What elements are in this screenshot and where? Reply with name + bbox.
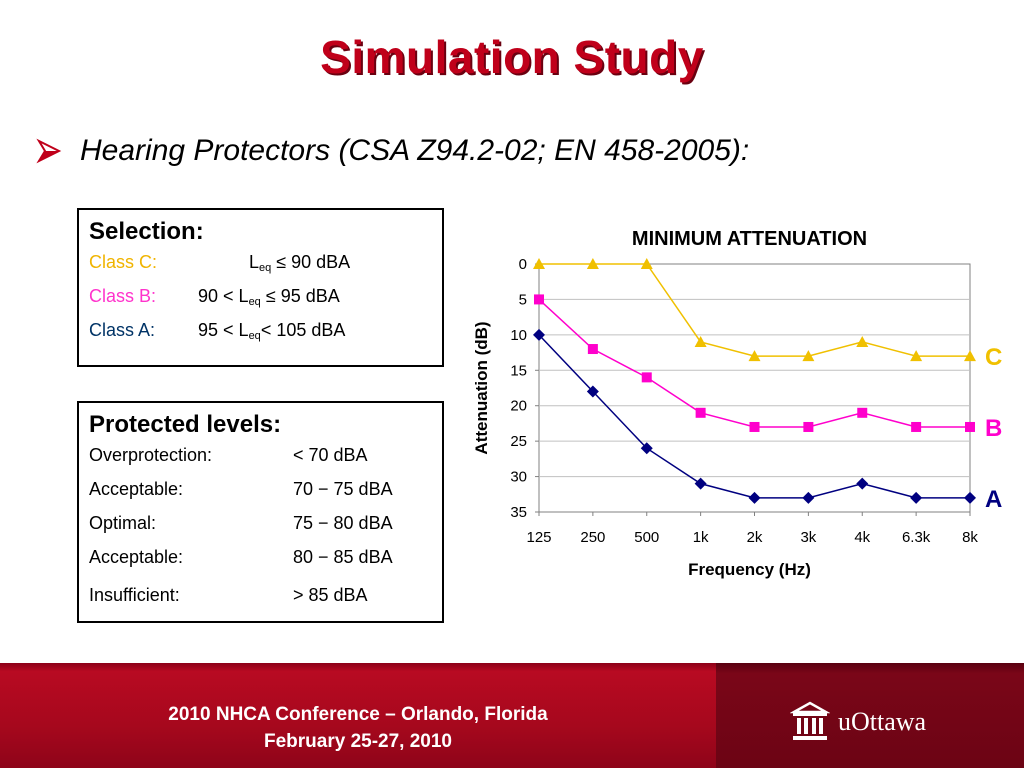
conference-name: 2010 NHCA Conference – Orlando, Florida [168, 704, 548, 725]
data-point [911, 421, 922, 432]
level-label: Insufficient: [89, 585, 180, 605]
logo-text: uOttawa [838, 707, 927, 736]
y-tick-label: 15 [510, 362, 527, 379]
x-tick-label: 4k [854, 529, 870, 546]
class-b-label: Class B: [89, 286, 157, 306]
y-tick-label: 5 [519, 291, 527, 308]
data-point [802, 350, 815, 362]
selection-title: Selection: [89, 218, 204, 245]
footer-text: 2010 NHCA Conference – Orlando, Florida … [0, 701, 716, 755]
data-point [586, 385, 599, 398]
data-point [641, 372, 652, 383]
class-b-row: Class B: 90 < Leq ≤ 95 dBA [89, 286, 432, 320]
data-point [803, 421, 814, 432]
class-c-condition: Leq ≤ 90 dBA [249, 252, 351, 274]
data-point [640, 258, 653, 269]
data-point [964, 491, 976, 504]
x-tick-label: 8k [962, 529, 978, 546]
level-label: Overprotection: [89, 445, 213, 465]
class-a-row: Class A: 95 < Leq< 105 dBA [89, 320, 432, 354]
footer-main [0, 663, 716, 768]
class-c-label: Class C: [89, 252, 158, 272]
x-tick-label: 125 [526, 529, 551, 546]
data-point [533, 258, 545, 269]
data-point [910, 491, 923, 504]
data-point [965, 421, 975, 432]
class-a-label: Class A: [89, 320, 156, 340]
data-point [856, 335, 869, 347]
data-point [964, 350, 976, 362]
x-tick-label: 1k [693, 529, 709, 546]
series-label: B [985, 415, 1002, 442]
y-tick-label: 25 [510, 433, 527, 450]
arrow-bullet-icon [36, 138, 62, 164]
level-value: < 70 dBA [293, 445, 368, 465]
data-point [695, 407, 706, 418]
level-value: 70 − 75 dBA [293, 479, 393, 499]
plot-area [538, 263, 971, 513]
y-tick-label: 0 [519, 256, 527, 273]
level-row: Optimal: 75 − 80 dBA [89, 513, 432, 547]
protected-levels-title: Protected levels: [89, 411, 282, 438]
level-label: Acceptable: [89, 479, 184, 499]
class-c-row: Class C: Leq ≤ 90 dBA [89, 252, 432, 286]
bullet-point: Hearing Protectors (CSA Z94.2-02; EN 458… [36, 134, 749, 168]
series-label: A [985, 486, 1002, 513]
data-point [640, 442, 653, 455]
level-label: Optimal: [89, 513, 157, 533]
level-row: Insufficient: > 85 dBA [89, 585, 432, 619]
level-value: > 85 dBA [293, 585, 368, 605]
data-point [694, 477, 707, 490]
y-axis-label: Attenuation (dB) [472, 321, 491, 454]
footer-bar: 2010 NHCA Conference – Orlando, Florida … [0, 663, 1024, 768]
y-tick-label: 30 [510, 469, 527, 486]
x-axis-label: Frequency (Hz) [688, 560, 811, 579]
data-point [910, 350, 923, 362]
y-tick-label: 10 [510, 327, 527, 344]
x-tick-label: 250 [580, 529, 605, 546]
x-tick-label: 3k [800, 529, 816, 546]
protected-levels-box: Protected levels: Overprotection: < 70 d… [77, 401, 444, 623]
data-point [856, 477, 869, 490]
attenuation-chart: MINIMUM ATTENUATION 0 5 10 15 20 25 30 35 125 250 5… [472, 228, 1002, 579]
data-point [749, 421, 760, 432]
data-point [586, 258, 599, 269]
x-tick-label: 500 [634, 529, 659, 546]
data-point [587, 344, 598, 355]
chart-title: MINIMUM ATTENUATION [632, 228, 867, 250]
level-row: Overprotection: < 70 dBA [89, 445, 432, 479]
level-label: Acceptable: [89, 547, 184, 567]
x-tick-label: 6.3k [902, 529, 931, 546]
footer-logo-panel [716, 663, 1024, 768]
conference-dates: February 25-27, 2010 [263, 731, 452, 752]
bullet-text: Hearing Protectors (CSA Z94.2-02; EN 458… [80, 134, 750, 167]
data-point [694, 335, 707, 347]
data-point [857, 407, 868, 418]
y-tick-label: 20 [510, 398, 527, 415]
uottawa-logo: uOttawa [790, 700, 926, 744]
data-point [748, 350, 761, 362]
data-point [533, 328, 545, 341]
level-value: 80 − 85 dBA [293, 547, 393, 567]
data-point [802, 491, 815, 504]
data-point [534, 294, 544, 305]
class-b-condition: 90 < Leq ≤ 95 dBA [198, 286, 340, 308]
selection-box: Selection: Class C: Leq ≤ 90 dBA Class B… [77, 208, 444, 367]
series-label: C [985, 344, 1002, 371]
data-point [748, 491, 761, 504]
building-icon [790, 701, 830, 740]
class-a-condition: 95 < Leq< 105 dBA [198, 320, 346, 342]
level-row: Acceptable: 80 − 85 dBA [89, 547, 432, 581]
slide-title: Simulation Study [320, 31, 704, 83]
level-row: Acceptable: 70 − 75 dBA [89, 479, 432, 513]
level-value: 75 − 80 dBA [293, 513, 393, 533]
x-tick-label: 2k [747, 529, 763, 546]
y-tick-label: 35 [510, 504, 527, 521]
